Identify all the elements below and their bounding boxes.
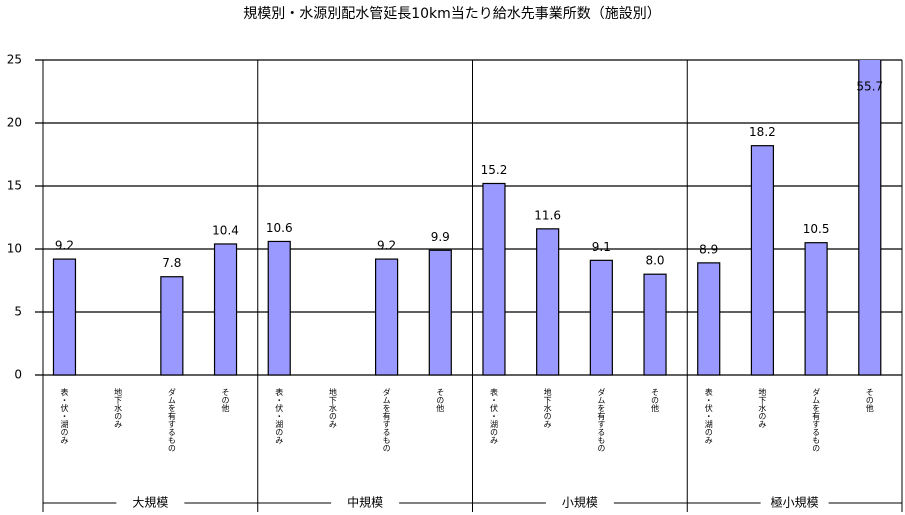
chart-title: 規模別・水源別配水管延長10km当たり給水先事業所数（施設別） (243, 6, 661, 22)
bar (213, 243, 238, 376)
value-label: 9.1 (592, 240, 611, 254)
value-label: 15.2 (481, 163, 508, 177)
bar (697, 262, 721, 376)
bar (267, 240, 291, 376)
value-label: 9.2 (55, 239, 74, 253)
bar (858, 60, 882, 376)
value-label: 8.9 (699, 242, 718, 256)
x-tick-label: 表・伏・湖のみ (60, 387, 69, 444)
bar (375, 258, 399, 376)
bar (428, 249, 452, 376)
bar (643, 273, 667, 376)
x-tick-label: 表・伏・湖のみ (275, 387, 284, 444)
bar (536, 228, 560, 376)
bar (804, 242, 828, 376)
value-label: 55.7 (856, 80, 883, 94)
y-tick-label: 10 (7, 242, 22, 256)
bar (52, 258, 77, 376)
y-tick-label: 15 (7, 179, 22, 193)
y-tick-label: 0 (14, 368, 22, 382)
value-label: 9.9 (431, 230, 450, 244)
y-tick-label: 25 (7, 53, 22, 67)
x-tick-label: ダムを有するもの (167, 387, 176, 452)
x-tick-label: ダムを有するもの (597, 387, 606, 452)
value-label: 11.6 (534, 208, 561, 222)
x-tick-label: 地下水のみ (758, 387, 767, 428)
value-label: 9.2 (377, 239, 396, 253)
bar (482, 182, 506, 376)
value-label: 7.8 (162, 256, 181, 270)
group-label: 小規模 (562, 495, 598, 510)
group-label: 中規模 (347, 495, 383, 510)
x-tick-label: ダムを有するもの (382, 387, 391, 452)
x-tick-label: 地下水のみ (543, 387, 552, 428)
x-tick-label: その他 (651, 388, 660, 413)
value-label: 10.5 (803, 222, 830, 236)
value-label: 10.4 (212, 223, 239, 237)
x-tick-label: ダムを有するもの (812, 387, 821, 452)
value-label: 10.6 (266, 221, 293, 235)
x-tick-label: 地下水のみ (328, 387, 337, 428)
x-tick-label: 表・伏・湖のみ (489, 387, 498, 444)
x-tick-label: 地下水のみ (114, 387, 123, 428)
bar (750, 145, 775, 376)
value-label: 18.2 (749, 125, 776, 139)
bar (160, 276, 184, 376)
x-tick-label: その他 (865, 388, 874, 413)
x-tick-label: 表・伏・湖のみ (704, 387, 713, 444)
y-tick-label: 5 (14, 305, 22, 319)
x-tick-label: その他 (221, 388, 230, 413)
group-label: 大規模 (132, 495, 168, 510)
group-label: 極小規模 (771, 495, 819, 510)
y-tick-label: 20 (7, 116, 22, 130)
x-tick-label: その他 (436, 388, 445, 413)
value-label: 8.0 (645, 254, 664, 268)
bar (589, 259, 613, 376)
